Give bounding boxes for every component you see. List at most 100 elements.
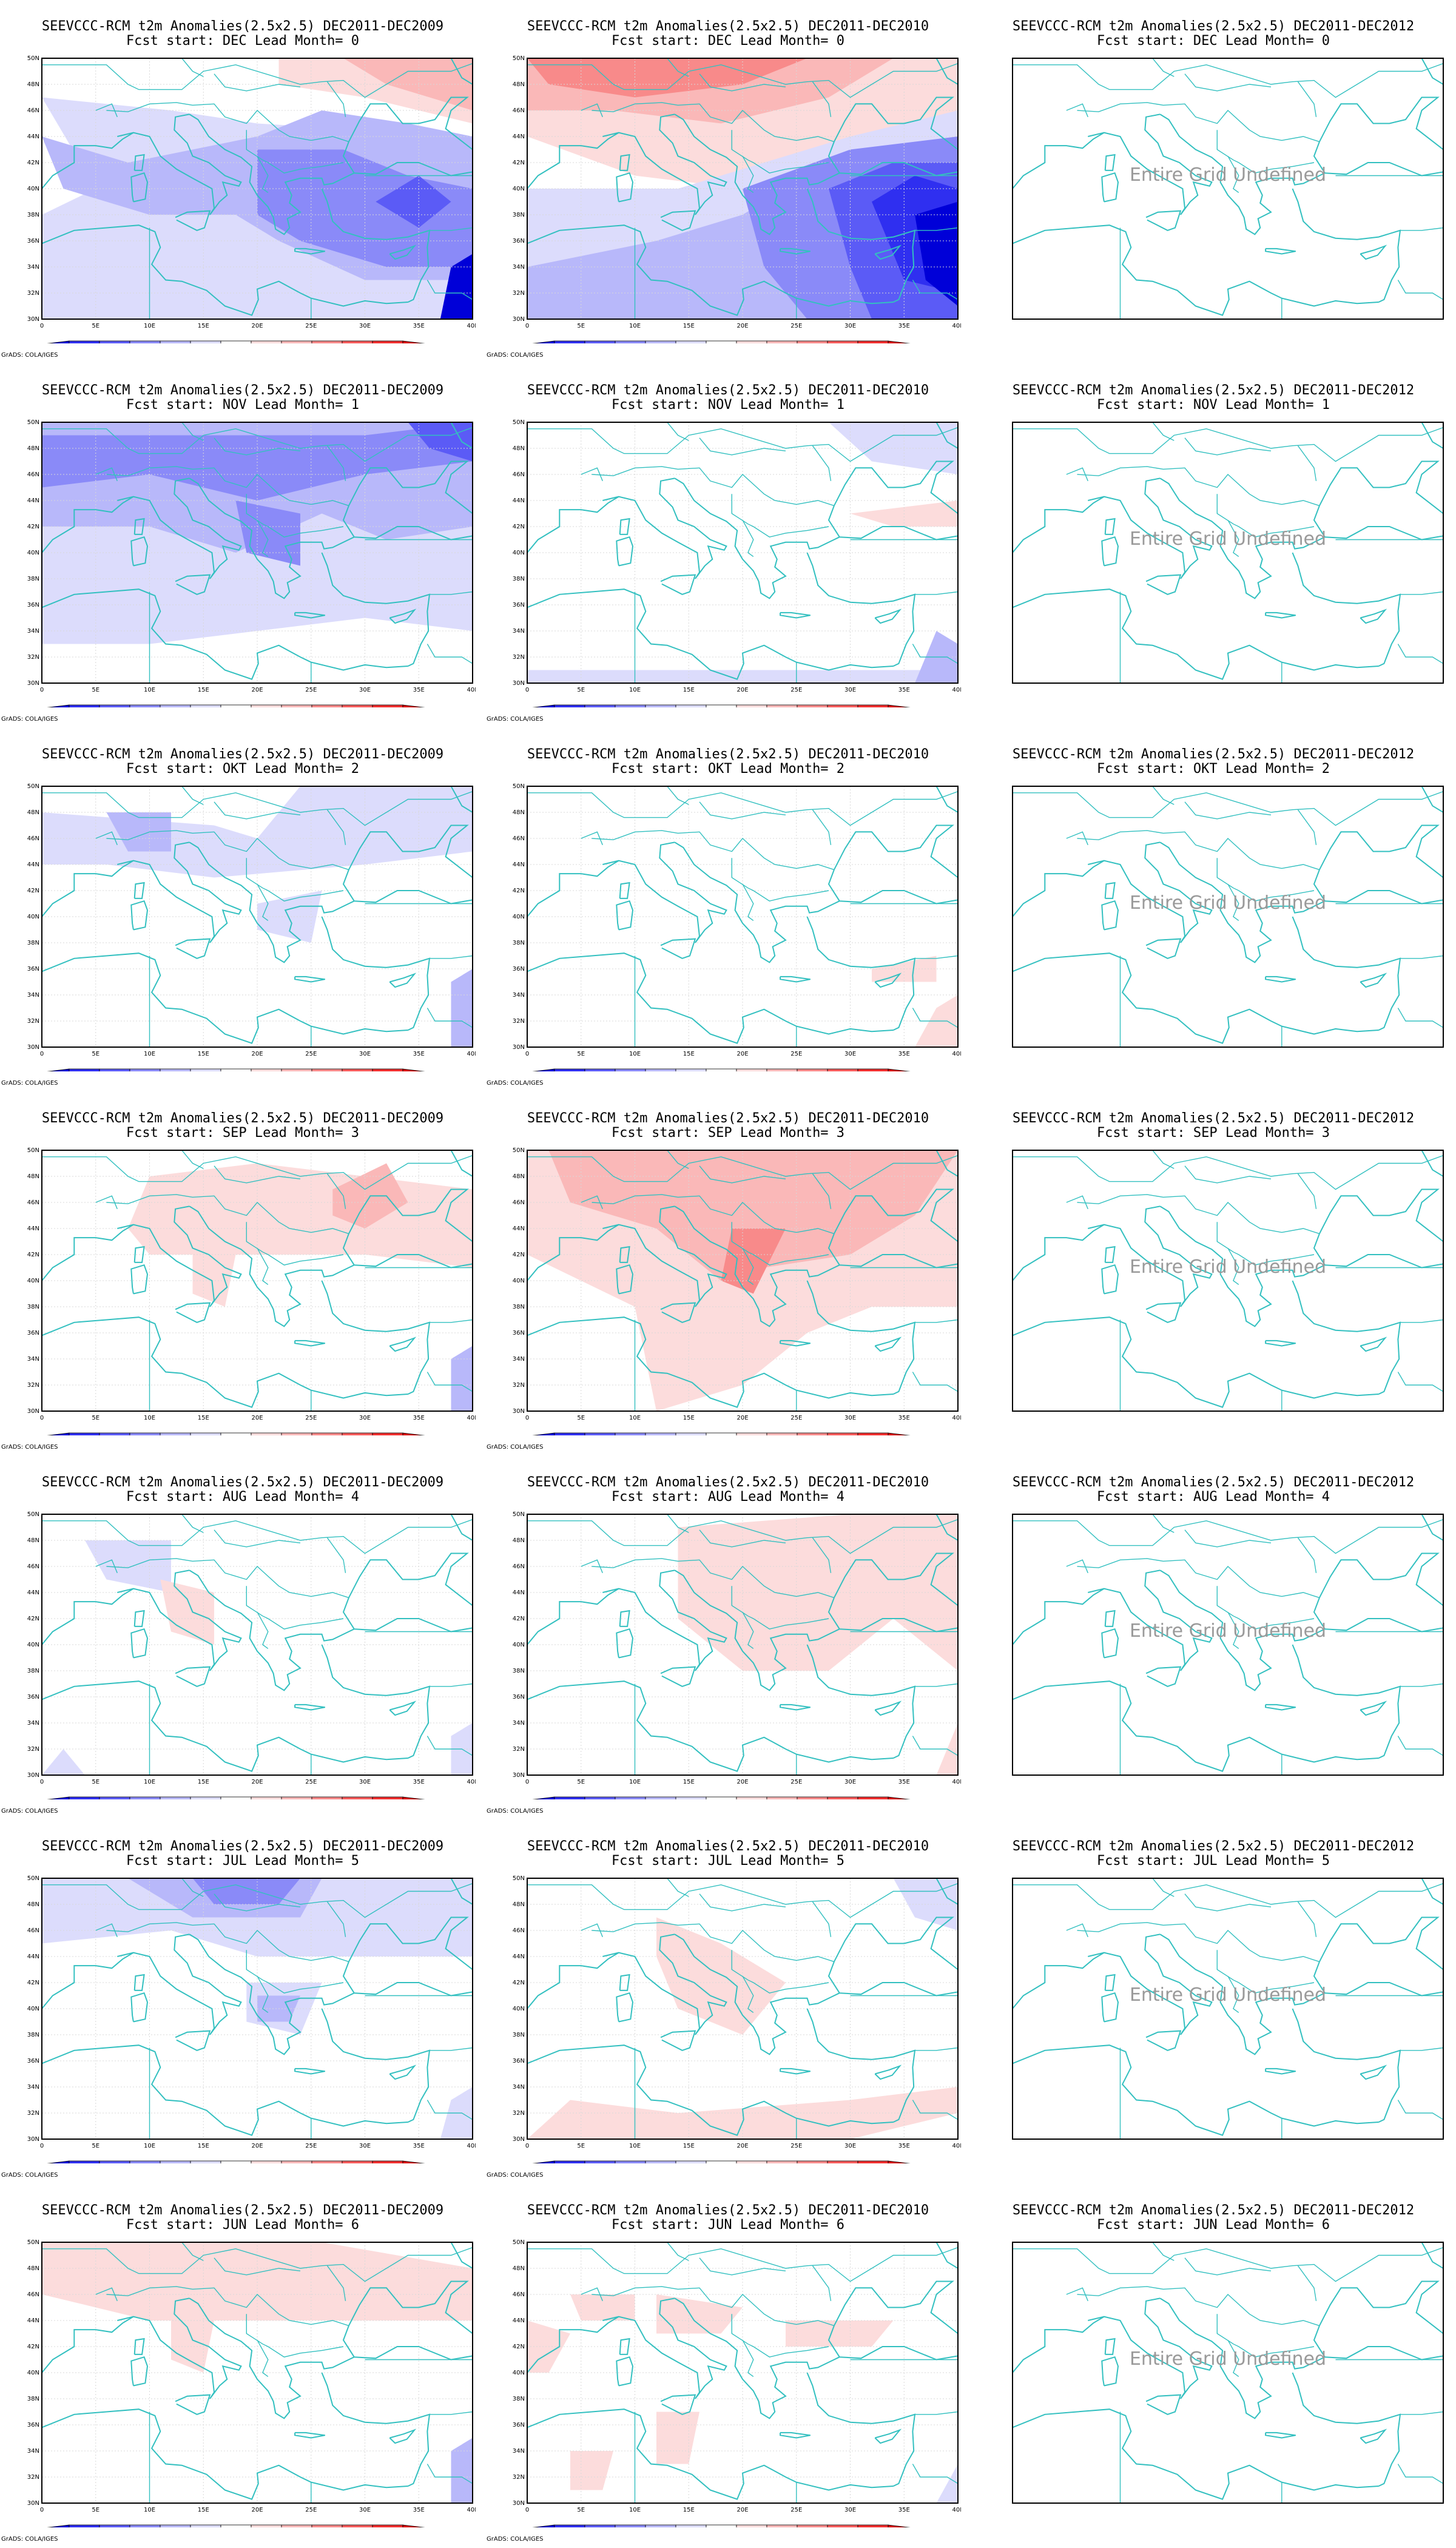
grads-credit: GrADS: COLA/IGES: [1, 2172, 58, 2179]
colorbar-segment: [645, 340, 676, 343]
border-line: [430, 227, 473, 231]
colorbar-segment: [706, 1068, 737, 1071]
coastline: [1360, 608, 1387, 624]
x-tick-label: 15E: [683, 1415, 695, 1421]
coastline: [1159, 1933, 1326, 2055]
x-tick-label: 0: [40, 1415, 44, 1421]
panel-title: SEEVCCC-RCM t2m Anomalies(2.5x2.5) DEC20…: [1012, 1111, 1415, 1126]
colorbar-segment: [615, 340, 646, 343]
border-line: [742, 1975, 754, 2013]
y-tick-label: 50N: [27, 419, 39, 426]
anomaly-map: 30N 32N 34N 36N 38N 40N 42N 44N 46N 48N 50N 0 5E 10E 1…: [27, 783, 476, 1071]
border-line: [430, 1683, 473, 1687]
grads-credit: GrADS: COLA/IGES: [487, 1444, 544, 1451]
coastline: [806, 188, 916, 303]
border-line: [426, 280, 473, 300]
x-tick-label: 10E: [144, 323, 155, 329]
colorbar-segment: [129, 2160, 161, 2163]
y-tick-label: 44N: [27, 133, 39, 140]
border-line: [912, 1008, 958, 1028]
coastline: [321, 916, 431, 1031]
colorbar: -5-4-3-2-1-0.50.512345: [532, 704, 911, 707]
colorbar-segment: [675, 2160, 707, 2163]
coastline: [175, 210, 211, 231]
coastline: [806, 552, 916, 667]
coastline: [133, 881, 145, 899]
coastline: [1101, 1992, 1119, 2023]
x-tick-label: 25E: [305, 1415, 317, 1421]
panel-subtitle: Fcst start: JUN Lead Month= 6: [1096, 2217, 1330, 2233]
coastline: [342, 96, 473, 177]
coastline: [619, 1973, 630, 1991]
coastline: [616, 172, 634, 203]
panel-title: SEEVCCC-RCM t2m Anomalies(2.5x2.5) DEC20…: [1012, 1839, 1415, 1854]
grads-credit: GrADS: COLA/IGES: [1, 1080, 58, 1087]
border-line: [666, 58, 689, 77]
colorbar-segment: [220, 704, 252, 707]
coastline: [450, 1878, 473, 1905]
coastline: [1265, 2432, 1296, 2439]
x-tick-label: 5E: [92, 1779, 99, 1785]
border-line: [699, 437, 786, 456]
colorbar-segment: [857, 340, 889, 343]
colorbar-segment: [615, 1068, 646, 1071]
y-tick-label: 44N: [513, 2317, 525, 2324]
y-tick-label: 38N: [513, 576, 525, 582]
border-line: [1400, 227, 1443, 231]
y-tick-label: 40N: [513, 2370, 525, 2376]
colorbar-segment: [584, 2160, 616, 2163]
colorbar-segment: [190, 704, 221, 707]
y-tick-label: 36N: [27, 238, 39, 244]
coastline: [42, 2408, 408, 2500]
border-line: [1397, 644, 1443, 664]
border-line: [246, 858, 344, 902]
y-tick-label: 32N: [27, 2474, 39, 2481]
border-line: [1184, 1165, 1272, 1184]
colorbar-segment: [615, 1432, 646, 1435]
border-line: [214, 1529, 301, 1548]
coastline: [389, 972, 417, 988]
x-tick-label: 10E: [144, 1051, 155, 1057]
undefined-grid-label: Entire Grid Undefined: [1130, 164, 1326, 186]
coastline: [619, 881, 630, 899]
x-tick-label: 35E: [898, 2143, 910, 2149]
border-line: [257, 1975, 269, 2013]
coastline: [874, 2064, 902, 2080]
coastline: [1292, 2008, 1401, 2123]
colorbar-segment: [69, 2160, 100, 2163]
x-tick-label: 20E: [251, 1051, 263, 1057]
border-line: [812, 1537, 832, 1573]
y-tick-label: 44N: [513, 861, 525, 868]
border-line: [527, 1154, 958, 1190]
x-tick-label: 25E: [305, 1051, 317, 1057]
coastline: [175, 2030, 211, 2051]
x-tick-label: 20E: [736, 1779, 748, 1785]
coastline: [527, 224, 894, 316]
coastline: [527, 588, 894, 680]
colorbar: -5-4-3-2-1-0.50.512345: [47, 704, 425, 707]
colorbar-segment: [554, 2160, 585, 2163]
coastline: [117, 1569, 242, 1671]
colorbar-segment: [372, 1796, 403, 1799]
border-line: [1397, 2464, 1443, 2484]
border-line: [1151, 58, 1175, 77]
y-tick-label: 50N: [513, 2239, 525, 2246]
coastline: [806, 2008, 916, 2123]
colorbar-segment: [99, 2160, 130, 2163]
y-tick-label: 42N: [27, 1252, 39, 1258]
coastline: [1013, 588, 1379, 680]
coastline: [450, 422, 473, 449]
coastline: [1421, 422, 1443, 449]
coastline: [660, 210, 696, 231]
colorbar-segment: [584, 2524, 616, 2527]
y-tick-label: 46N: [513, 471, 525, 478]
coastline: [130, 2356, 149, 2387]
anomaly-map: 30N 32N 34N 36N 38N 40N 42N 44N 46N 48N 50N 0 5E 10E 1…: [27, 1875, 476, 2163]
colorbar-segment: [311, 2160, 343, 2163]
y-tick-label: 32N: [27, 1018, 39, 1025]
y-tick-label: 50N: [513, 1875, 525, 1882]
x-tick-label: 35E: [413, 1051, 425, 1057]
x-tick-label: 20E: [251, 1415, 263, 1421]
border-line: [106, 2286, 349, 2327]
y-tick-label: 44N: [513, 133, 525, 140]
